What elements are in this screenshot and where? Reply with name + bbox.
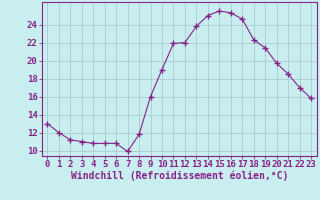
X-axis label: Windchill (Refroidissement éolien,°C): Windchill (Refroidissement éolien,°C) [70, 171, 288, 181]
